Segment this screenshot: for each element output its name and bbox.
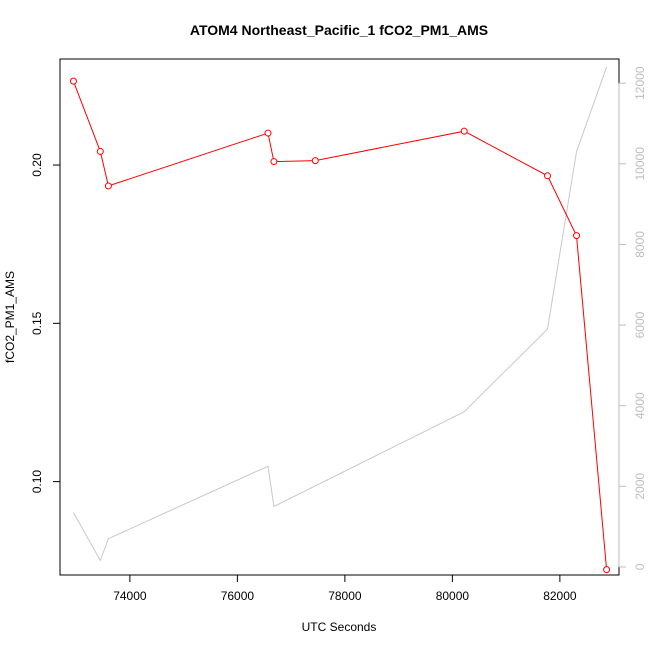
data-point: [96, 147, 104, 155]
y-tick-label: 0.10: [30, 470, 44, 494]
y-axis-label: fCO2_PM1_AMS: [3, 271, 17, 363]
x-tick-label: 78000: [328, 589, 362, 603]
series-line-left: [72, 81, 608, 570]
y2-tick-label: 8000: [633, 231, 647, 258]
y2-tick-label: 0: [633, 563, 647, 570]
y-tick-label: 0.20: [30, 153, 44, 177]
y2-tick-label: 12000: [633, 66, 647, 100]
data-point: [460, 127, 468, 135]
series-right-axis: [72, 66, 608, 562]
data-point: [104, 182, 112, 190]
y-axis-left: 0.10 0.15 0.20: [30, 153, 61, 494]
x-tick-label: 76000: [221, 589, 255, 603]
data-point: [264, 129, 272, 137]
series-left-axis: [69, 77, 611, 574]
y-axis-right: 0 2000 4000 6000 8000 10000 12000: [618, 66, 647, 570]
data-point: [311, 157, 319, 165]
x-tick-label: 80000: [436, 589, 470, 603]
x-axis-label: UTC Seconds: [302, 620, 377, 634]
series-line-right: [72, 66, 608, 562]
y2-tick-label: 6000: [633, 311, 647, 338]
x-axis: 74000 76000 78000 80000 82000: [113, 574, 577, 603]
data-point: [69, 77, 77, 85]
data-point: [544, 172, 552, 180]
chart-title: ATOM4 Northeast_Pacific_1 fCO2_PM1_AMS: [190, 22, 488, 38]
y2-tick-label: 10000: [633, 147, 647, 181]
data-point: [270, 158, 278, 166]
y-tick-label: 0.15: [30, 311, 44, 335]
y2-tick-label: 2000: [633, 473, 647, 500]
x-tick-label: 82000: [543, 589, 577, 603]
data-point: [573, 232, 581, 240]
x-tick-label: 74000: [113, 589, 147, 603]
y2-tick-label: 4000: [633, 392, 647, 419]
data-point: [603, 566, 611, 574]
